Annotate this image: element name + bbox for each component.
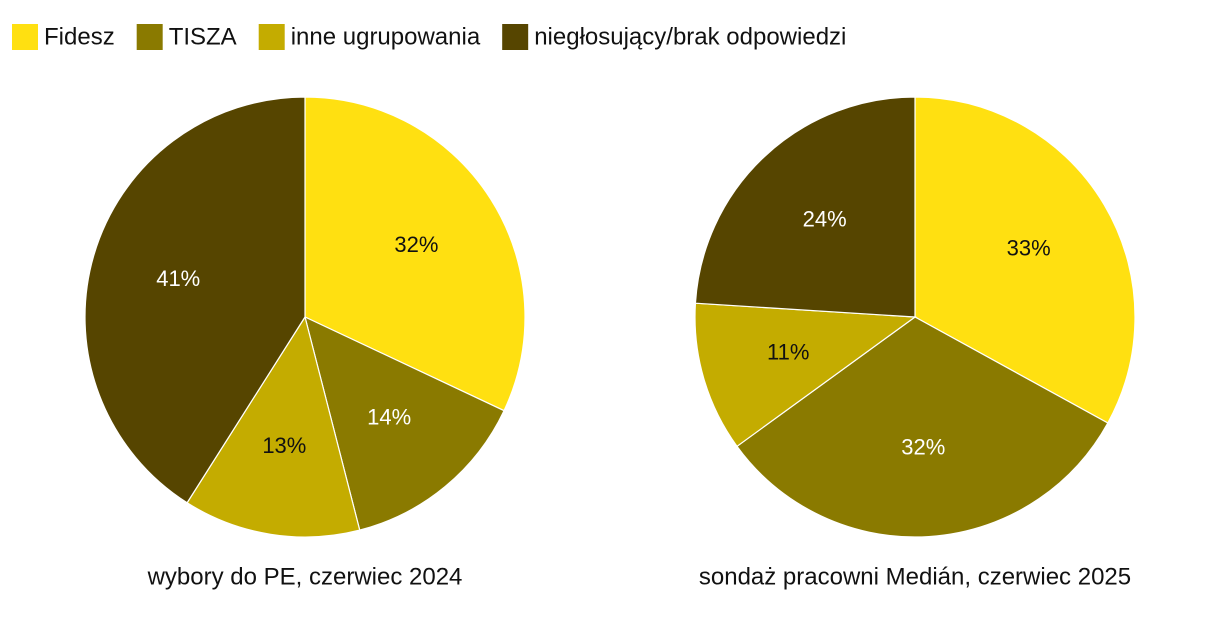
pie-slice xyxy=(914,96,1136,424)
pie-slice xyxy=(304,96,526,412)
legend-swatch xyxy=(12,24,38,50)
value-label: 41% xyxy=(156,266,200,291)
legend-swatch xyxy=(136,24,163,50)
chart-title: sondaż pracowni Medián, czerwiec 2025 xyxy=(699,563,1131,590)
pie-slice xyxy=(736,316,1109,538)
value-label: 14% xyxy=(367,405,411,430)
legend-swatch xyxy=(258,24,285,50)
legend-label: TISZA xyxy=(169,23,237,50)
legend-swatch xyxy=(502,24,529,50)
pie-slice xyxy=(304,315,505,531)
pie-slice xyxy=(694,302,917,448)
value-label: 33% xyxy=(1007,236,1051,261)
chart-title: wybory do PE, czerwiec 2024 xyxy=(147,563,463,590)
value-label: 32% xyxy=(901,435,945,460)
pie-slice xyxy=(84,96,306,504)
value-label: 24% xyxy=(803,207,847,232)
legend-label: Fidesz xyxy=(44,23,115,50)
pie-slice xyxy=(186,315,361,538)
value-label: 11% xyxy=(767,340,809,365)
value-label: 32% xyxy=(394,232,438,257)
legend-label: niegłosujący/brak odpowiedzi xyxy=(534,23,846,50)
value-label: 13% xyxy=(262,433,306,458)
pie-slice xyxy=(694,96,916,318)
legend-label: inne ugrupowania xyxy=(291,23,481,50)
